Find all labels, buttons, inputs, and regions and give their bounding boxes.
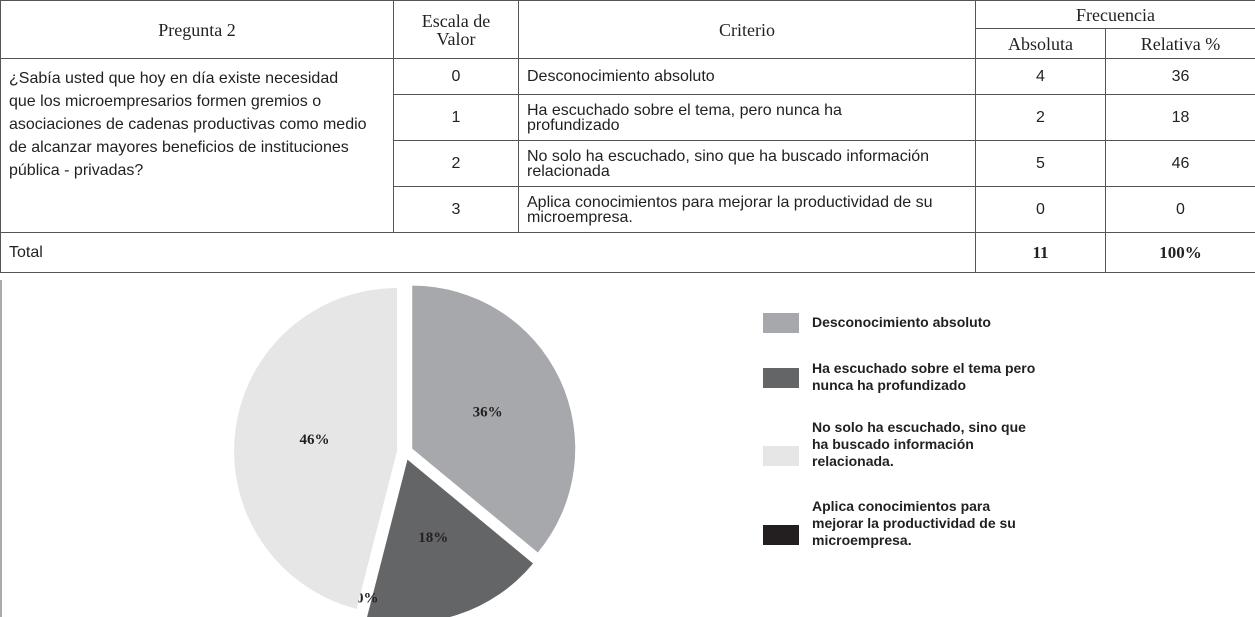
header-row: Pregunta 2 Escala de Valor Criterio Frec… (0, 0, 1255, 59)
header-cell: Escala de Valor (393, 0, 519, 59)
cell: Ha escuchado sobre el tema, pero nunca h… (518, 94, 976, 141)
pie-slice (412, 285, 576, 553)
cell: 0 (975, 186, 1106, 233)
total-row: Total 11 100% (0, 232, 1255, 273)
legend-swatch (763, 313, 799, 333)
data-row: 1 Ha escuchado sobre el tema, pero nunca… (1, 94, 1255, 141)
cell: No solo ha escuchado, sino que ha buscad… (518, 140, 976, 187)
slice-label: 46% (299, 432, 329, 448)
legend-label: Desconocimiento absoluto (812, 314, 991, 330)
cell: 36 (1104, 58, 1255, 95)
slice-label: 18% (418, 530, 448, 546)
legend-swatch (763, 368, 799, 388)
cell: 11 (975, 232, 1106, 273)
legend-label: No solo ha escuchado, sino que ha buscad… (812, 419, 1026, 469)
header-row: Absoluta Relativa % (1, 28, 1255, 59)
question-text: ¿Sabía usted que hoy en día existe neces… (9, 70, 367, 179)
cell: 0 (393, 58, 519, 95)
pie-slice (367, 459, 534, 617)
slice-label: 0% (356, 590, 379, 606)
header-cell: Pregunta 2 (0, 0, 394, 59)
cell: 5 (975, 140, 1106, 187)
cell: 18 (1104, 94, 1255, 141)
cell: 4 (975, 58, 1106, 95)
slice-label: 36% (473, 405, 503, 421)
legend-swatch (763, 525, 799, 545)
pie-slice (234, 287, 398, 609)
data-row: 2 No solo ha escuchado, sino que ha busc… (1, 140, 1255, 187)
data-row: ¿Sabía usted que hoy en día existe neces… (0, 58, 1255, 233)
cell: Total (0, 232, 976, 273)
legend-swatch (763, 446, 799, 466)
cell: 2 (975, 94, 1106, 141)
legend-label: Ha escuchado sobre el tema pero nunca ha… (812, 360, 1036, 393)
cell: Desconocimiento absoluto (518, 58, 976, 95)
cell: 0 (1104, 186, 1255, 233)
header-cell: Criterio (518, 0, 976, 59)
cell-text: No solo ha escuchado, sino que ha buscad… (527, 147, 930, 180)
cell-text: Aplica conocimientos para mejorar la pro… (527, 193, 933, 226)
question-cell: ¿Sabía usted que hoy en día existe neces… (0, 58, 394, 233)
header-text: Escala de Valor (421, 10, 491, 49)
legend-label: Aplica conocimientos para mejorar la pro… (812, 498, 1016, 548)
header-cell: Frecuencia (974, 0, 1255, 29)
frequency-table: Pregunta 2 Escala de Valor Criterio Frec… (0, 0, 1255, 273)
cell-text: Ha escuchado sobre el tema, pero nunca h… (527, 101, 842, 134)
cell: 100% (1104, 232, 1255, 273)
